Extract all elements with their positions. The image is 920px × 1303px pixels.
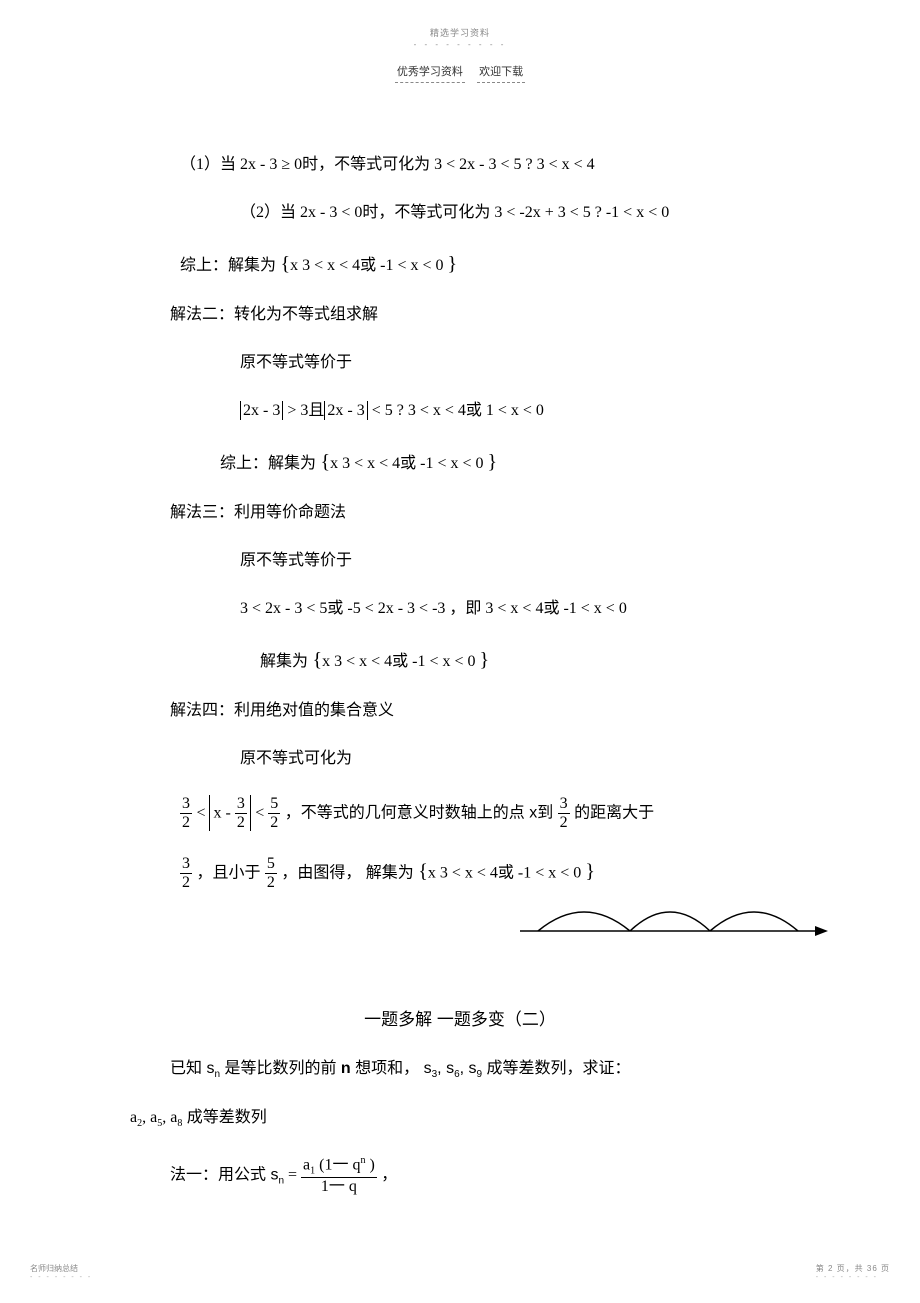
- line-9: 原不等式等价于: [130, 549, 790, 573]
- line-15: 32 ，且小于 52 ，由图得， 解集为 {x 3 < x < 4或 -1 < …: [130, 855, 790, 891]
- number-line-arcs: [510, 887, 830, 943]
- line-8: 解法三：利用等价命题法: [130, 501, 790, 525]
- s2-line-3: 法一：用公式 sn = a1 (1一 qn ) 1一 q ，: [130, 1155, 790, 1195]
- header-sub-left: 优秀学习资料: [397, 66, 463, 78]
- header-dots-top: - - - - - - - - -: [414, 40, 507, 49]
- line-4: 解法二：转化为不等式组求解: [130, 303, 790, 327]
- s2-line-1: 已知 sn 是等比数列的前 n 想项和， s3, s6, s9 成等差数列，求证…: [130, 1057, 790, 1082]
- line-11: 解集为 {x 3 < x < 4或 -1 < x < 0 }: [130, 645, 790, 675]
- header-sub: 优秀学习资料 欢迎下载: [0, 49, 920, 83]
- line-6: 2x - 3 > 3且2x - 3 < 5 ? 3 < x < 4或 1 < x…: [130, 399, 790, 423]
- line-14: 32 < x - 32 < 52 ，不等式的几何意义时数轴上的点 x到 32 的…: [130, 795, 790, 831]
- line-5: 原不等式等价于: [130, 351, 790, 375]
- line-2: （2）当 2x - 3 < 0时，不等式可化为 3 < -2x + 3 < 5 …: [130, 201, 790, 225]
- line-13: 原不等式可化为: [130, 747, 790, 771]
- footer-left: 名师归纳总结 - - - - - - - -: [30, 1263, 92, 1281]
- line-1: （1）当 2x - 3 ≥ 0时，不等式可化为 3 < 2x - 3 < 5 ?…: [130, 153, 790, 177]
- s2-line-2: a2, a5, a8 成等差数列: [130, 1106, 790, 1131]
- line-12: 解法四：利用绝对值的集合意义: [130, 699, 790, 723]
- line-10: 3 < 2x - 3 < 5或 -5 < 2x - 3 < -3 ，即 3 < …: [130, 597, 790, 621]
- section-2-title: 一题多解 一题多变（二）: [130, 1007, 790, 1033]
- line-3: 综上：解集为 {x 3 < x < 4或 -1 < x < 0 }: [130, 249, 790, 279]
- header-sub-right: 欢迎下载: [479, 66, 523, 78]
- line-7: 综上：解集为 {x 3 < x < 4或 -1 < x < 0 }: [130, 447, 790, 477]
- header-top: 精选学习资料: [430, 28, 490, 38]
- footer-right: 第 2 页，共 36 页 - - - - - - - -: [816, 1263, 890, 1281]
